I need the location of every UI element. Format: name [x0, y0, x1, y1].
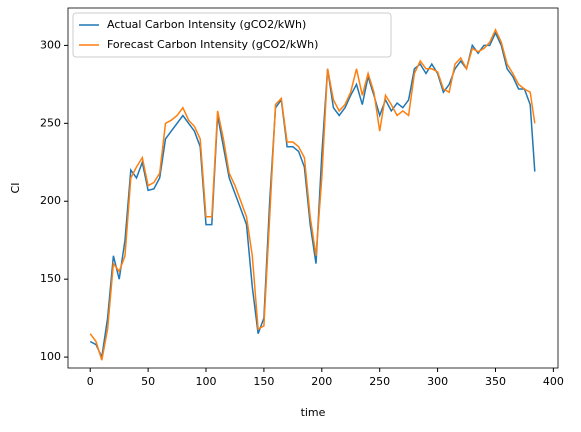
legend-box [72, 12, 392, 58]
x-tick-label: 400 [543, 375, 564, 388]
x-tick-label: 100 [196, 375, 217, 388]
x-axis-label: time [301, 406, 326, 419]
y-tick-label: 300 [40, 38, 61, 51]
y-tick-label: 200 [40, 194, 61, 207]
x-tick-label: 300 [427, 375, 448, 388]
y-axis-label: CI [9, 183, 22, 194]
x-tick-label: 0 [87, 375, 94, 388]
y-tick-label: 150 [40, 272, 61, 285]
legend-label: Forecast Carbon Intensity (gCO2/kWh) [107, 38, 318, 51]
x-tick-label: 350 [485, 375, 506, 388]
x-tick-label: 150 [253, 375, 274, 388]
y-tick-label: 100 [40, 350, 61, 363]
series-line [89, 28, 536, 361]
x-tick-label: 200 [311, 375, 332, 388]
plot-frame [67, 7, 559, 369]
series-line [89, 31, 536, 360]
legend-label: Actual Carbon Intensity (gCO2/kWh) [107, 18, 306, 31]
y-tick-label: 250 [40, 116, 61, 129]
x-tick-label: 50 [141, 375, 155, 388]
x-tick-label: 250 [369, 375, 390, 388]
